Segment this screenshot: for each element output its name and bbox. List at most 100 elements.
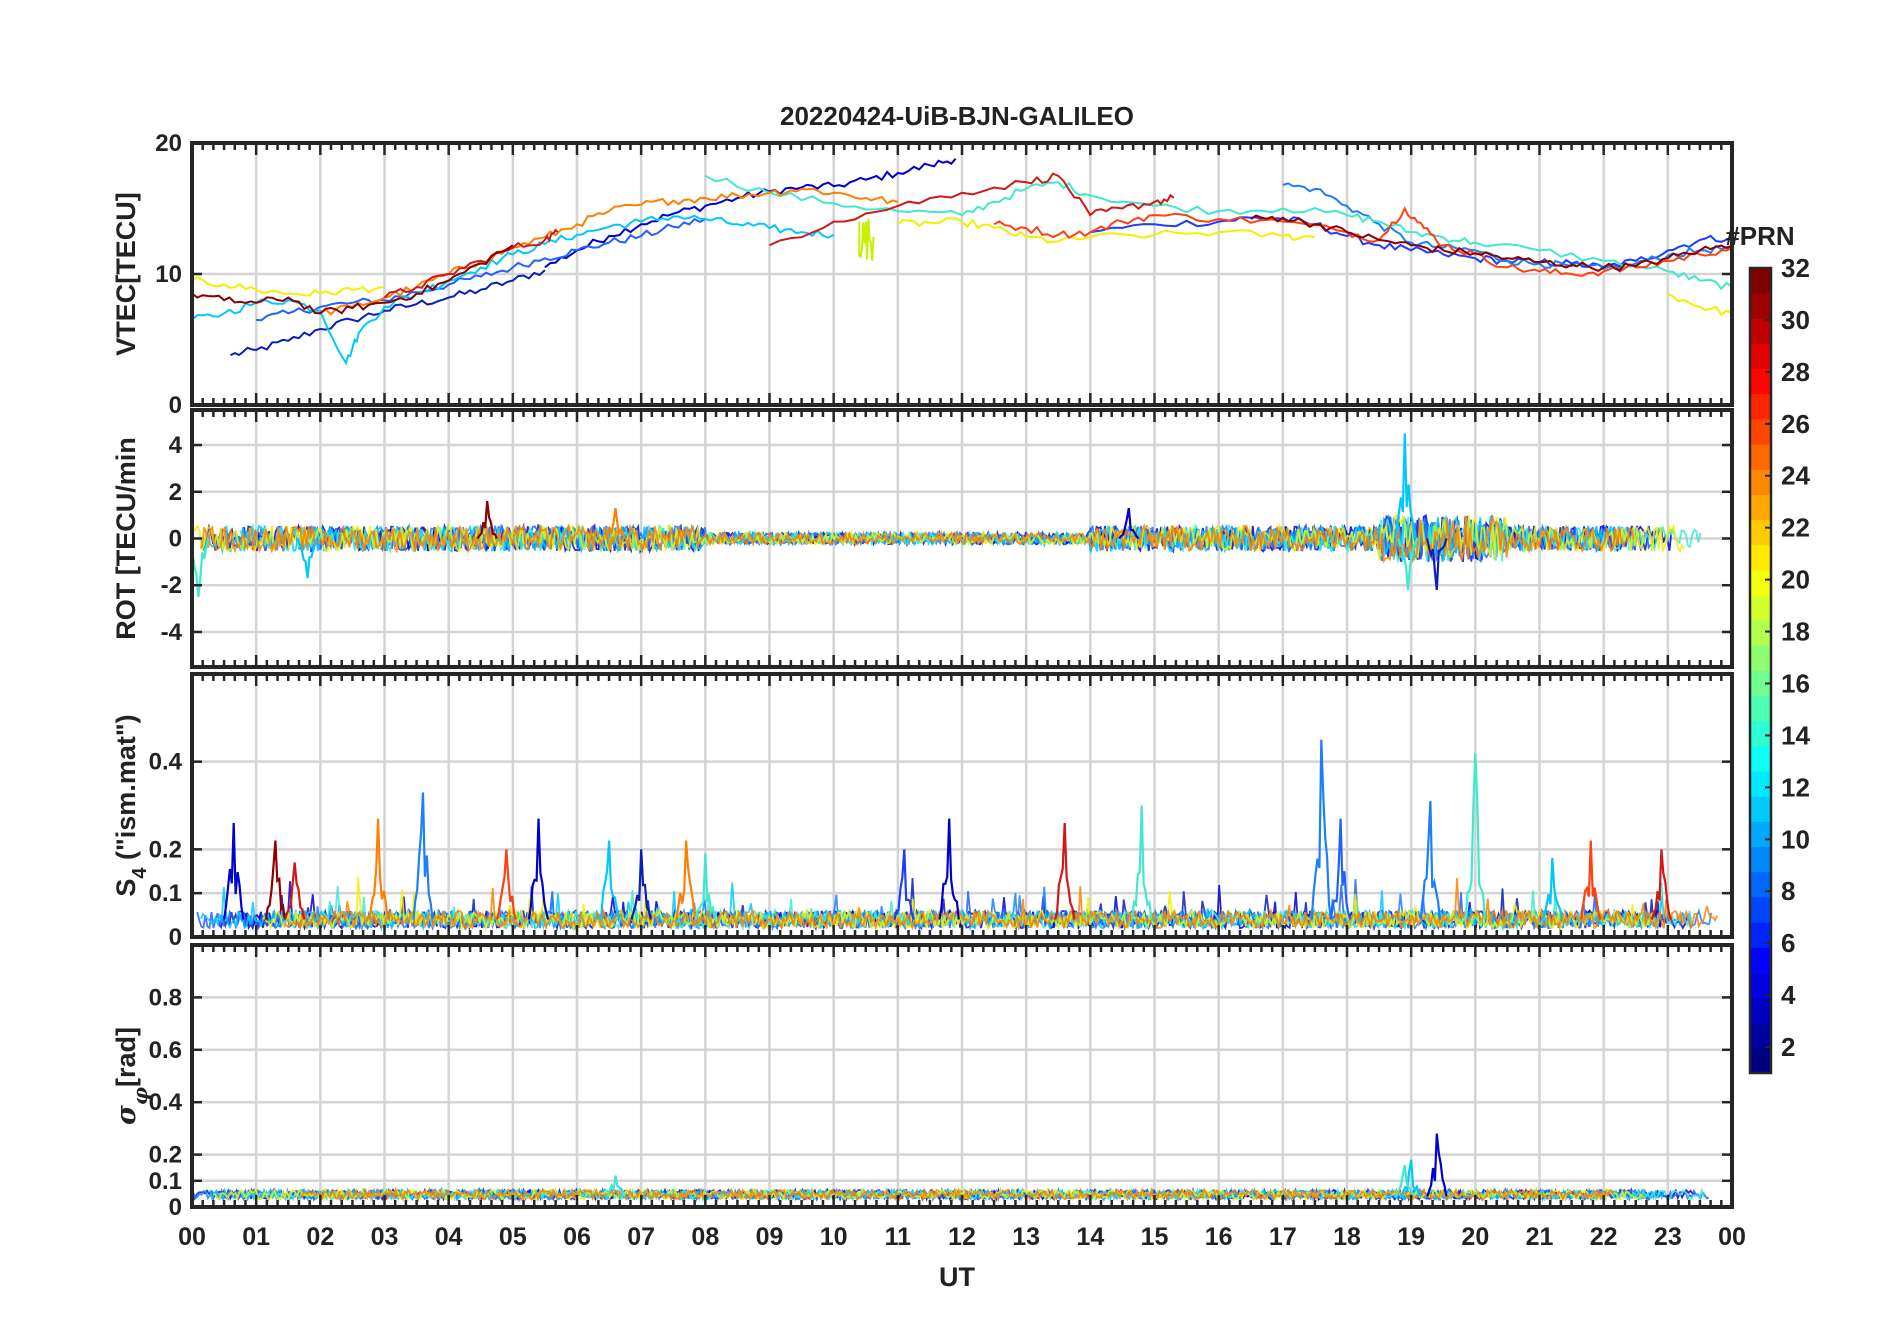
spike-11 bbox=[694, 853, 717, 920]
series-burst bbox=[858, 218, 875, 261]
spike-14 bbox=[1053, 822, 1076, 920]
y-tick-label: 20 bbox=[155, 130, 182, 157]
y-tick-label: 0 bbox=[169, 1194, 182, 1221]
spike-6 bbox=[495, 849, 518, 920]
colorbar-segment bbox=[1750, 695, 1771, 722]
y-tick-label: 10 bbox=[155, 261, 182, 288]
x-tick-label: 14 bbox=[1076, 1223, 1104, 1251]
series-prn-6 bbox=[1090, 216, 1732, 269]
y-axis-label-3: S4 ("ism.mat") bbox=[111, 714, 151, 896]
colorbar-segment bbox=[1750, 268, 1771, 294]
colorbar-tick-label: 24 bbox=[1781, 461, 1810, 491]
spike-5 bbox=[476, 500, 498, 540]
series-prn-29 bbox=[383, 172, 1175, 299]
y-axis-label-4: σφ[rad] bbox=[111, 1027, 152, 1125]
x-tick-label: 12 bbox=[948, 1223, 976, 1251]
x-tick-label: 02 bbox=[306, 1223, 334, 1251]
x-ticks-4 bbox=[190, 945, 1734, 1207]
y-tick-labels-3: 0 0.1 0.2 0.4 bbox=[149, 749, 1732, 951]
x-tick-label: 07 bbox=[627, 1223, 655, 1251]
noise-trace-8 bbox=[299, 1186, 1615, 1203]
panel-2: -4 -2 0 2 4 ROT [TECU/min bbox=[111, 408, 1734, 669]
colorbar-tick-label: 2 bbox=[1781, 1032, 1795, 1062]
colorbar-segment bbox=[1750, 418, 1771, 445]
y-tick-label: 0.1 bbox=[149, 1168, 182, 1195]
y-tick-label: 0.4 bbox=[149, 749, 183, 776]
x-tick-label: 05 bbox=[499, 1223, 527, 1251]
colorbar-tick-label: 10 bbox=[1781, 824, 1810, 854]
spike-1 bbox=[1394, 433, 1416, 539]
colorbar-segment bbox=[1750, 544, 1771, 571]
y-tick-labels-2: -4 -2 0 2 4 bbox=[161, 432, 1732, 646]
y-axis-label-1: VTEC[TECU] bbox=[111, 192, 141, 356]
colorbar-segment bbox=[1750, 947, 1771, 973]
y-tick-label: -4 bbox=[161, 619, 183, 646]
colorbar-segment bbox=[1750, 569, 1771, 596]
colorbar-tick-label: 4 bbox=[1781, 980, 1796, 1010]
spike-19 bbox=[1464, 752, 1487, 920]
colorbar-tick-label: 12 bbox=[1781, 772, 1810, 802]
x-tick-label: 23 bbox=[1654, 1223, 1682, 1251]
colorbar-frame bbox=[1748, 266, 1773, 1075]
spike-1 bbox=[1426, 1133, 1448, 1197]
spike-7 bbox=[296, 537, 319, 579]
x-tick-label: 13 bbox=[1012, 1223, 1040, 1251]
colorbar-segment bbox=[1750, 771, 1771, 797]
x-tick-label: 01 bbox=[242, 1223, 270, 1251]
colorbar-title: #PRN bbox=[1725, 221, 1794, 251]
grid-4 bbox=[192, 945, 1732, 1207]
colorbar-segment bbox=[1750, 595, 1771, 621]
chart-title: 20220424-UiB-BJN-GALILEO bbox=[780, 101, 1134, 131]
spike-20 bbox=[1541, 858, 1564, 920]
spike-2 bbox=[1400, 1159, 1422, 1198]
y-tick-label: 0.1 bbox=[149, 880, 182, 907]
y-tick-label: 0 bbox=[169, 924, 182, 951]
grid-1 bbox=[192, 143, 1732, 405]
y-tick-labels-1: 0 10 20 bbox=[155, 130, 1732, 419]
noise-trace-8 bbox=[283, 877, 1719, 932]
colorbar-tick-label: 32 bbox=[1781, 253, 1810, 283]
x-ticks-1 bbox=[190, 143, 1734, 405]
colorbar-tick-label: 30 bbox=[1781, 305, 1810, 335]
spike-17 bbox=[1329, 818, 1352, 920]
spike-3 bbox=[283, 862, 306, 920]
x-axis: 00 01 02 03 04 05 06 07 08 09 10 11 12 13 14 15 16 17 18 19… bbox=[178, 1223, 1746, 1251]
spike-21 bbox=[1580, 840, 1602, 920]
colorbar-segment bbox=[1750, 620, 1771, 646]
y-tick-label: -2 bbox=[161, 572, 182, 599]
x-tick-label: 18 bbox=[1333, 1223, 1361, 1251]
colorbar-segment bbox=[1750, 972, 1771, 999]
spike-8 bbox=[598, 840, 620, 920]
colorbar-segment bbox=[1750, 519, 1771, 546]
spike-2 bbox=[264, 840, 287, 920]
x-tick-label: 09 bbox=[756, 1223, 784, 1251]
spike-3 bbox=[1394, 1164, 1416, 1197]
spike-10 bbox=[675, 840, 697, 920]
colorbar-segment bbox=[1750, 343, 1771, 370]
spike-18 bbox=[1419, 801, 1442, 920]
x-tick-label: 22 bbox=[1590, 1223, 1618, 1251]
y-tick-label: 0.8 bbox=[149, 984, 182, 1011]
spike-4 bbox=[192, 538, 210, 598]
plot-area-2 bbox=[192, 433, 1702, 598]
x-tick-label: 20 bbox=[1461, 1223, 1489, 1251]
colorbar-segment bbox=[1750, 846, 1771, 873]
x-tick-label: 17 bbox=[1269, 1223, 1297, 1251]
colorbar-segment bbox=[1750, 1022, 1771, 1049]
y-tick-labels-4: 00.10.2 0.4 0.6 0.8 bbox=[149, 984, 1732, 1221]
x-tick-label: 04 bbox=[435, 1223, 463, 1251]
y-tick-label: 0 bbox=[169, 392, 182, 419]
colorbar-tick-label: 20 bbox=[1781, 565, 1810, 595]
spike-15 bbox=[1130, 805, 1153, 920]
series-prn-12 bbox=[192, 214, 835, 366]
colorbar-segment bbox=[1750, 670, 1771, 697]
x-tick-label: 19 bbox=[1397, 1223, 1425, 1251]
colorbar-segment bbox=[1750, 494, 1771, 521]
colorbar-segment bbox=[1750, 821, 1771, 848]
x-tick-label: 06 bbox=[563, 1223, 591, 1251]
series-prn-5 bbox=[256, 217, 706, 322]
spike-13 bbox=[938, 818, 960, 920]
spike-22 bbox=[1650, 849, 1673, 920]
